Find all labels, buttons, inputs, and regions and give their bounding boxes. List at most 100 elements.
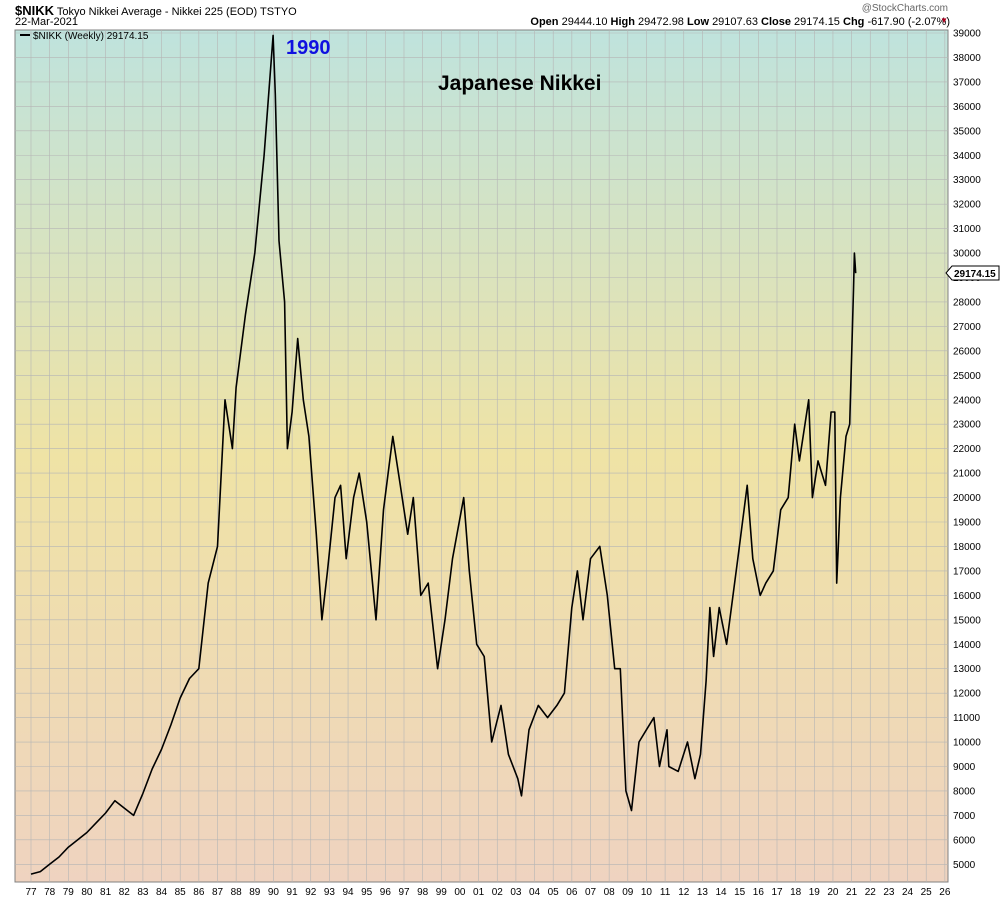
y-tick-label: 10000 [953,738,981,749]
y-tick-label: 30000 [953,249,981,260]
x-tick-label: 07 [585,887,597,898]
y-tick-label: 27000 [953,322,981,333]
plot-area [14,29,949,883]
y-tick-label: 21000 [953,469,981,480]
stockcharts-credit: @StockCharts.com [861,3,948,14]
y-tick-label: 22000 [953,444,981,455]
x-tick-label: 04 [529,887,541,898]
x-tick-label: 02 [492,887,504,898]
x-tick-label: 10 [641,887,653,898]
x-tick-label: 00 [454,887,466,898]
last-value-label: 29174.15 [954,269,996,280]
y-tick-label: 26000 [953,346,981,357]
last-value-marker: 29174.15 [945,265,1000,281]
x-tick-label: 18 [790,887,802,898]
x-tick-label: 78 [44,887,56,898]
x-tick-label: 23 [883,887,895,898]
x-tick-label: 82 [119,887,131,898]
x-tick-label: 90 [268,887,280,898]
x-axis-ticks: 77 78 79 80 81 82 83 84 85 86 87 88 89 90 91 92 93 94 95 96… [25,887,950,898]
x-tick-label: 98 [417,887,429,898]
ohlc-readout: Open 29444.10 High 29472.98 Low 29107.63… [530,16,950,28]
down-triangle-icon: ▼ [940,16,948,25]
x-tick-label: 88 [231,887,243,898]
x-tick-label: 08 [604,887,616,898]
x-tick-label: 85 [175,887,187,898]
x-tick-label: 17 [771,887,783,898]
x-tick-label: 83 [137,887,149,898]
x-tick-label: 99 [436,887,448,898]
y-tick-label: 8000 [953,786,976,797]
x-tick-label: 87 [212,887,224,898]
y-tick-label: 20000 [953,493,981,504]
x-tick-label: 16 [753,887,765,898]
x-tick-label: 26 [939,887,951,898]
y-tick-label: 19000 [953,518,981,529]
x-tick-label: 89 [249,887,261,898]
chg-label: Chg [843,16,865,28]
x-tick-label: 95 [361,887,373,898]
x-tick-label: 14 [715,887,727,898]
x-tick-label: 81 [100,887,112,898]
x-tick-label: 97 [398,887,410,898]
y-tick-label: 14000 [953,640,981,651]
x-tick-label: 20 [827,887,839,898]
x-tick-label: 25 [921,887,933,898]
y-tick-label: 39000 [953,29,981,40]
ticker-symbol: $NIKK [15,3,55,18]
x-tick-label: 01 [473,887,485,898]
x-tick-label: 05 [548,887,560,898]
x-tick-label: 13 [697,887,709,898]
y-tick-label: 24000 [953,395,981,406]
y-tick-label: 23000 [953,420,981,431]
chg-value: -617.90 (-2.07%) [867,16,950,28]
chart-title: Japanese Nikkei [438,72,601,95]
legend: $NIKK (Weekly) 29174.15 [20,31,149,42]
x-tick-label: 92 [305,887,317,898]
y-tick-label: 25000 [953,371,981,382]
x-tick-label: 86 [193,887,205,898]
low-value: 29107.63 [712,16,758,28]
x-tick-label: 80 [81,887,93,898]
y-tick-label: 15000 [953,615,981,626]
x-tick-label: 15 [734,887,746,898]
y-axis-ticks: 5000 6000 7000 8000 9000 10000 11000 12000 13000… [953,29,981,871]
x-tick-label: 94 [342,887,354,898]
x-tick-label: 06 [566,887,578,898]
x-tick-label: 84 [156,887,168,898]
x-tick-label: 09 [622,887,634,898]
y-tick-label: 13000 [953,664,981,675]
peak-year-annotation: 1990 [286,37,331,59]
close-value: 29174.15 [794,16,840,28]
y-tick-label: 18000 [953,542,981,553]
y-tick-label: 7000 [953,811,976,822]
open-label: Open [530,16,559,28]
nikkei-price-line [30,34,857,875]
x-tick-label: 96 [380,887,392,898]
high-value: 29472.98 [638,16,684,28]
gridlines [15,30,948,882]
y-tick-label: 5000 [953,860,976,871]
y-tick-label: 37000 [953,77,981,88]
y-tick-label: 38000 [953,53,981,64]
y-tick-label: 33000 [953,175,981,186]
y-tick-label: 28000 [953,297,981,308]
low-label: Low [687,16,709,28]
y-tick-label: 6000 [953,835,976,846]
chart-ticker: $NIKK Tokyo Nikkei Average - Nikkei 225 … [15,3,297,18]
x-tick-label: 79 [63,887,75,898]
legend-label: $NIKK (Weekly) 29174.15 [33,31,149,42]
ticker-description: Tokyo Nikkei Average - Nikkei 225 (EOD) … [56,6,297,18]
x-tick-label: 12 [678,887,690,898]
y-tick-label: 34000 [953,151,981,162]
y-tick-label: 31000 [953,224,981,235]
close-label: Close [761,16,791,28]
y-tick-label: 32000 [953,200,981,211]
y-tick-label: 16000 [953,591,981,602]
chart-date: 22-Mar-2021 [15,16,78,28]
x-tick-label: 77 [25,887,37,898]
x-tick-label: 03 [510,887,522,898]
x-tick-label: 24 [902,887,914,898]
y-tick-label: 17000 [953,566,981,577]
